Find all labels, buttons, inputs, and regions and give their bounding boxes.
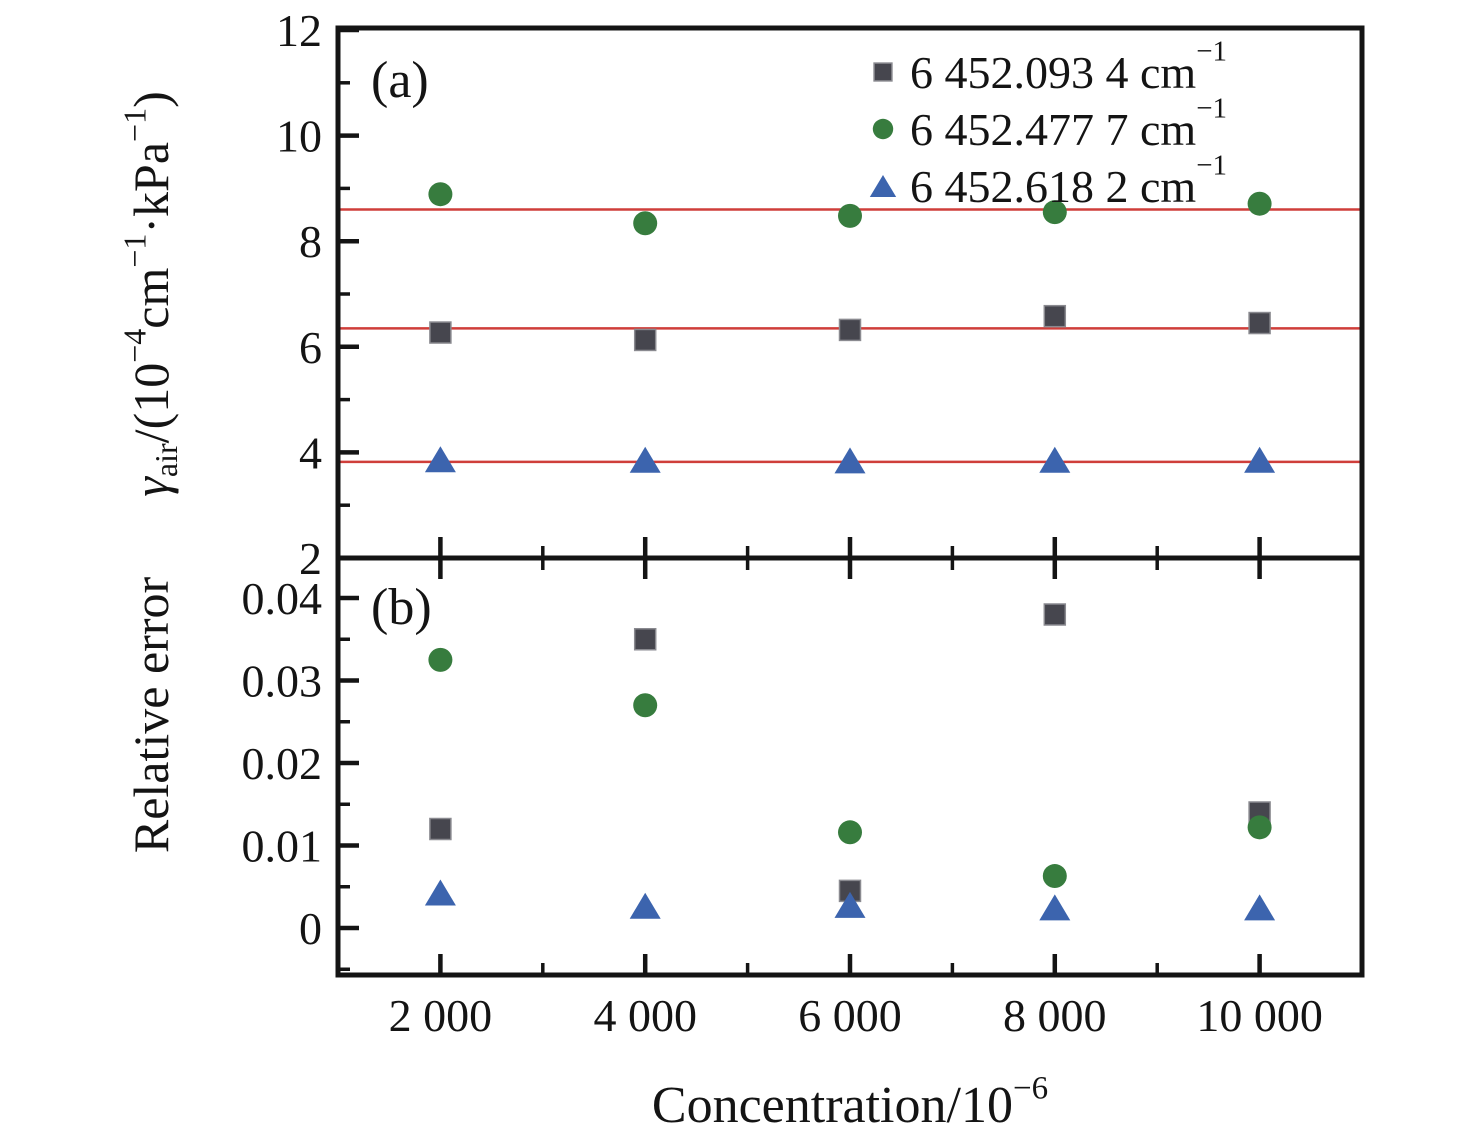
x-axis-title: Concentration/10−6: [652, 1071, 1048, 1134]
panel-a-y-axis-title: γair/(10−4cm−1·kPa−1): [117, 91, 185, 497]
legend-square-marker: [873, 62, 893, 82]
text-part: 6 000: [798, 990, 902, 1041]
text-part: 0.03: [242, 655, 323, 706]
text-part: ·kPa: [123, 142, 179, 234]
y-tick-label: 0.01: [242, 820, 323, 871]
marker-square: [429, 817, 452, 841]
marker-triangle: [424, 879, 456, 906]
legend-triangle-marker: [869, 174, 897, 198]
y-tick-label: 0.03: [242, 655, 323, 706]
panel-b-y-axis-title: Relative error: [123, 577, 179, 854]
marker-triangle: [629, 446, 661, 473]
marker-triangle: [629, 892, 661, 919]
marker-circle: [1042, 864, 1067, 889]
marker-circle: [1247, 815, 1272, 840]
legend-label: 6 452.477 7 cm−1: [910, 92, 1227, 154]
text-part: 10 000: [1196, 990, 1323, 1041]
marker-triangle: [1244, 446, 1276, 473]
y-tick-label: 0: [299, 903, 322, 954]
text-part: 8 000: [1003, 990, 1107, 1041]
legend-circle-marker: [872, 118, 894, 140]
text-part: 0.04: [242, 573, 323, 624]
text-part: 0.02: [242, 738, 323, 789]
text-part: (b): [371, 579, 432, 636]
marker-triangle: [834, 447, 866, 474]
marker-square: [1248, 311, 1271, 335]
text-part: −4: [117, 329, 153, 363]
text-part: Concentration/10: [652, 1077, 1013, 1134]
marker-circle: [838, 820, 862, 845]
marker-square: [633, 628, 657, 651]
text-part: 0.01: [242, 820, 323, 871]
text-part: −6: [1013, 1071, 1048, 1107]
marker-square: [633, 328, 657, 352]
marker-triangle: [1244, 894, 1276, 921]
text-part: 8: [299, 216, 322, 267]
text-part: 6 452.477 7 cm: [910, 104, 1196, 155]
panel-b-label: (b): [371, 579, 432, 636]
y-tick-label: 10: [276, 110, 322, 161]
marker-square: [1043, 304, 1067, 328]
marker-triangle: [1039, 894, 1071, 921]
marker-circle: [633, 211, 658, 236]
marker-circle: [1042, 200, 1067, 225]
y-tick-label: 2: [299, 533, 322, 584]
x-tick-label: 2 000: [389, 990, 493, 1041]
marker-circle: [428, 647, 453, 672]
marker-square: [838, 318, 862, 342]
y-tick-label: 12: [276, 5, 322, 56]
text-part: 12: [276, 5, 322, 56]
marker-triangle: [834, 891, 866, 918]
text-part: ): [123, 91, 179, 108]
text-part: /(10: [123, 363, 179, 444]
text-part: −1: [1196, 149, 1227, 181]
text-part: 2 000: [389, 990, 493, 1041]
x-tick-label: 10 000: [1196, 990, 1323, 1041]
y-tick-label: 4: [299, 427, 322, 478]
text-part: 4: [299, 427, 322, 478]
text-part: Relative error: [123, 577, 179, 854]
y-tick-label: 8: [299, 216, 322, 267]
panel-a-label: (a): [371, 52, 429, 109]
marker-circle: [633, 693, 658, 718]
x-tick-label: 4 000: [593, 990, 697, 1041]
text-part: 0: [299, 903, 322, 954]
text-part: γ: [123, 476, 179, 497]
x-tick-label: 6 000: [798, 990, 902, 1041]
marker-square: [429, 321, 452, 344]
text-part: 2: [299, 533, 322, 584]
marker-circle: [1247, 191, 1272, 216]
y-tick-label: 0.04: [242, 573, 323, 624]
y-tick-label: 0.02: [242, 738, 323, 789]
legend-label: 6 452.618 2 cm−1: [910, 149, 1227, 211]
marker-triangle: [424, 446, 456, 473]
panel-b-border: [335, 555, 1365, 978]
marker-square: [1043, 603, 1067, 626]
text-part: −1: [1196, 92, 1227, 124]
marker-circle: [838, 203, 862, 228]
text-part: −1: [117, 234, 153, 268]
x-tick-label: 8 000: [1003, 990, 1107, 1041]
text-part: 6 452.618 2 cm: [910, 161, 1196, 212]
text-part: 4 000: [593, 990, 697, 1041]
marker-triangle: [1039, 446, 1071, 473]
y-tick-label: 6: [299, 321, 322, 372]
text-part: 6 452.093 4 cm: [910, 47, 1196, 98]
text-part: 10: [276, 110, 322, 161]
text-part: −1: [117, 108, 153, 142]
marker-circle: [428, 182, 453, 207]
text-part: air: [148, 443, 184, 477]
text-part: 6: [299, 321, 322, 372]
legend-label: 6 452.093 4 cm−1: [910, 35, 1227, 97]
text-part: cm: [123, 268, 179, 329]
text-part: −1: [1196, 35, 1227, 67]
text-part: (a): [371, 52, 429, 109]
